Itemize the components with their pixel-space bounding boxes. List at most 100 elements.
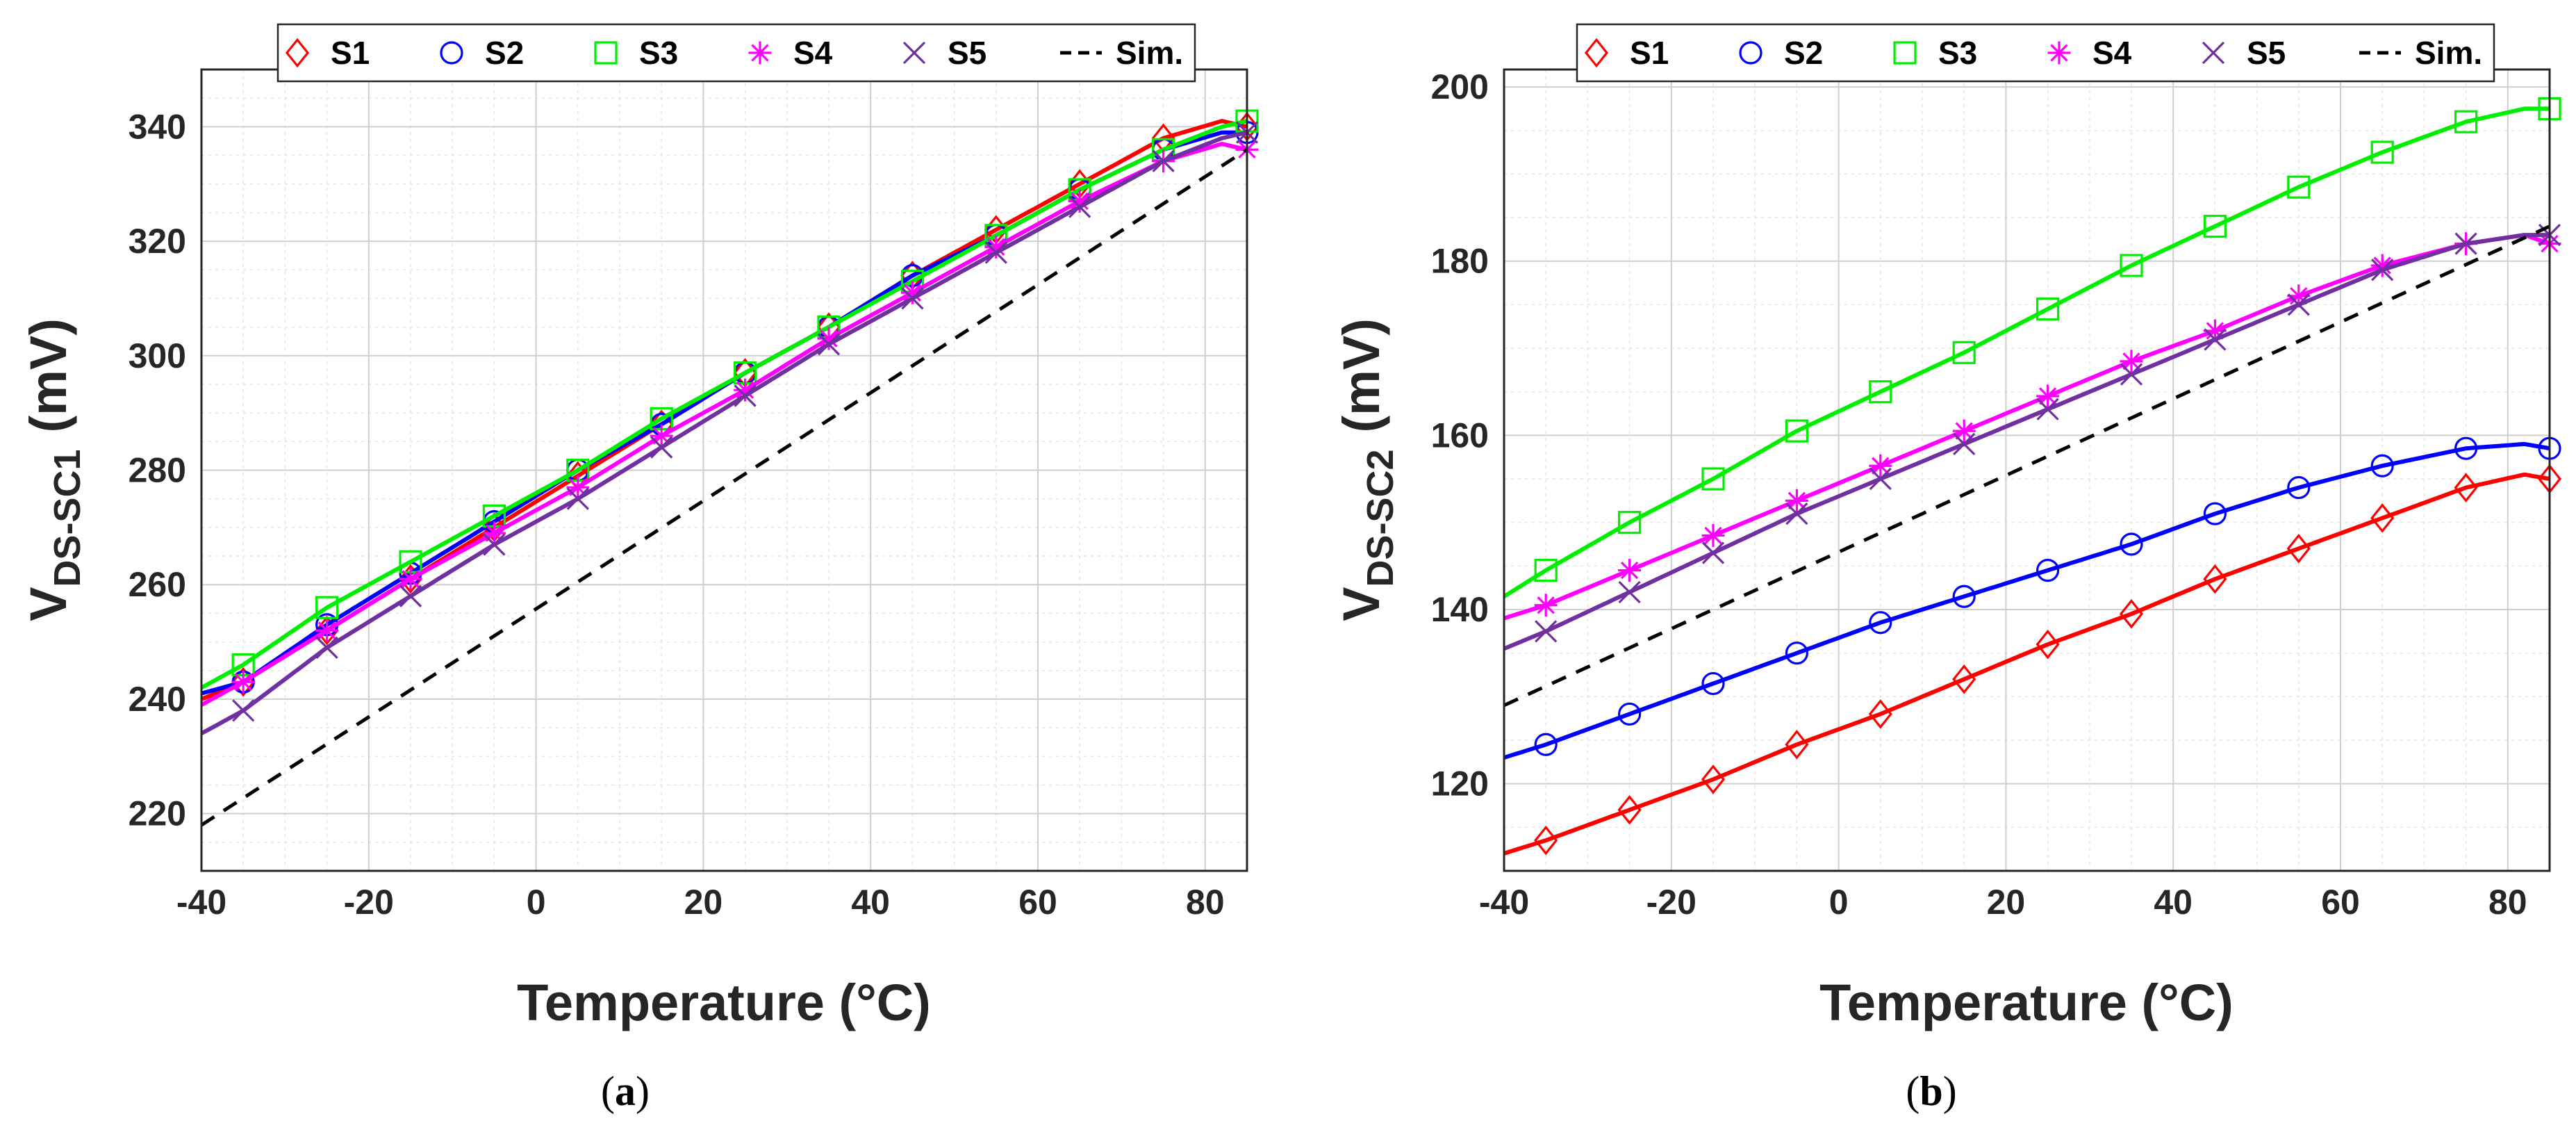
legend-label: Sim. bbox=[1116, 35, 1183, 71]
series-line bbox=[200, 148, 1248, 827]
y-tick-label: 300 bbox=[129, 336, 186, 375]
data-point bbox=[315, 619, 339, 642]
series-line bbox=[1503, 233, 2550, 651]
data-point bbox=[566, 487, 589, 510]
legend-swatch bbox=[748, 41, 772, 65]
legend-label: S2 bbox=[1784, 35, 1823, 71]
x-tick-label: 40 bbox=[2154, 883, 2193, 922]
data-point bbox=[2036, 398, 2059, 420]
series-s5 bbox=[1503, 223, 2561, 651]
x-axis-label: Temperature (°C) bbox=[517, 974, 931, 1031]
data-point bbox=[1869, 467, 1892, 491]
data-point bbox=[1068, 195, 1091, 218]
data-point bbox=[2287, 175, 2311, 199]
x-tick-label: 80 bbox=[2488, 883, 2527, 922]
data-point bbox=[2454, 473, 2478, 502]
x-tick-label: 60 bbox=[2321, 883, 2360, 922]
y-axis-label-subscript: DS-SC1 bbox=[47, 450, 88, 587]
legend-swatch bbox=[1739, 41, 1762, 65]
y-tick-label: 200 bbox=[1431, 67, 1489, 106]
legend-item-sim: Sim. bbox=[2359, 35, 2482, 71]
legend-label: S5 bbox=[2247, 35, 2286, 71]
y-tick-label: 240 bbox=[129, 680, 186, 719]
x-tick-labels: -40 -20 0 20 40 60 80 bbox=[176, 883, 1225, 922]
data-point bbox=[2036, 559, 2060, 582]
data-point bbox=[1952, 585, 1976, 608]
panel-caption: (a) bbox=[601, 1068, 650, 1114]
data-point bbox=[2287, 293, 2310, 316]
data-point bbox=[2203, 564, 2227, 594]
legend-item-sim: Sim. bbox=[1060, 35, 1183, 71]
data-point bbox=[2036, 297, 2060, 321]
y-axis-label-unit: (mV) bbox=[19, 318, 77, 432]
y-tick-label: 280 bbox=[129, 451, 186, 490]
data-point bbox=[399, 585, 422, 607]
data-point bbox=[1618, 511, 1642, 534]
panel-caption-letter: a bbox=[615, 1068, 636, 1114]
series-sim bbox=[1503, 224, 2551, 708]
data-point bbox=[1701, 671, 1725, 696]
data-point bbox=[1785, 419, 1808, 443]
y-tick-label: 160 bbox=[1431, 416, 1489, 455]
legend-item-s2: S2 bbox=[440, 35, 524, 71]
data-point bbox=[1534, 559, 1558, 582]
x-tick-label: 20 bbox=[684, 883, 723, 922]
legend-label: Sim. bbox=[2415, 35, 2482, 71]
x-tick-label: 80 bbox=[1186, 883, 1225, 922]
series-line bbox=[1503, 233, 2550, 621]
data-point bbox=[1618, 702, 1642, 726]
panel-caption-letter: b bbox=[1919, 1068, 1942, 1114]
legend-items: S1 S2 S3 S4 S5 Sim. bbox=[285, 35, 1183, 71]
data-point bbox=[2286, 533, 2311, 564]
series-line bbox=[200, 142, 1248, 707]
legend-item-s2: S2 bbox=[1739, 35, 1823, 71]
legend-swatch bbox=[902, 41, 926, 65]
data-point bbox=[2370, 454, 2394, 477]
data-point bbox=[2120, 363, 2143, 386]
series-line bbox=[1503, 224, 2551, 708]
legend-item-s4: S4 bbox=[748, 35, 833, 71]
legend-label: S4 bbox=[793, 35, 833, 71]
legend-item-s5: S5 bbox=[902, 35, 986, 71]
data-point bbox=[2370, 140, 2394, 164]
y-tick-label: 180 bbox=[1431, 242, 1489, 281]
major-grid bbox=[201, 70, 1247, 871]
data-point bbox=[984, 241, 1007, 264]
series-sim bbox=[200, 148, 1248, 827]
data-point bbox=[2370, 503, 2395, 533]
legend-item-s3: S3 bbox=[594, 35, 678, 71]
chart-panel-a: -40 -20 0 20 40 60 80 220 240 260 280 300 320 340 Te… bbox=[19, 23, 1260, 1114]
legend-box bbox=[1576, 23, 2495, 83]
legend-item-s5: S5 bbox=[2202, 35, 2286, 71]
data-point bbox=[650, 436, 673, 459]
data-point bbox=[901, 287, 924, 310]
data-point bbox=[1785, 489, 1808, 512]
legend-label: S3 bbox=[1938, 35, 1977, 71]
data-point bbox=[1868, 699, 1892, 729]
data-point bbox=[315, 596, 339, 619]
data-point bbox=[2036, 384, 2060, 408]
data-point bbox=[2120, 532, 2143, 556]
legend-swatch bbox=[2202, 41, 2225, 65]
data-point bbox=[734, 378, 757, 402]
data-point bbox=[1534, 825, 1558, 856]
y-tick-label: 120 bbox=[1431, 765, 1489, 803]
data-point bbox=[1952, 419, 1976, 443]
y-tick-label: 140 bbox=[1431, 590, 1489, 629]
data-point bbox=[2119, 598, 2144, 629]
x-tick-label: 40 bbox=[851, 883, 890, 922]
y-axis-label-main: V bbox=[19, 587, 77, 621]
legend-item-s4: S4 bbox=[2047, 35, 2132, 71]
legend-swatch bbox=[1584, 38, 1609, 68]
data-point bbox=[399, 567, 422, 591]
series-line bbox=[1503, 441, 2550, 760]
plot-area bbox=[1504, 70, 2550, 871]
data-point bbox=[1534, 594, 1558, 617]
chart-panel-b: -40 -20 0 20 40 60 80 120 140 160 180 200 Temperat… bbox=[1332, 23, 2562, 1114]
data-point bbox=[2120, 254, 2143, 277]
legend-swatch bbox=[2047, 41, 2071, 65]
data-point bbox=[1701, 467, 1725, 491]
data-point bbox=[2454, 436, 2478, 460]
data-point bbox=[1785, 729, 1809, 760]
